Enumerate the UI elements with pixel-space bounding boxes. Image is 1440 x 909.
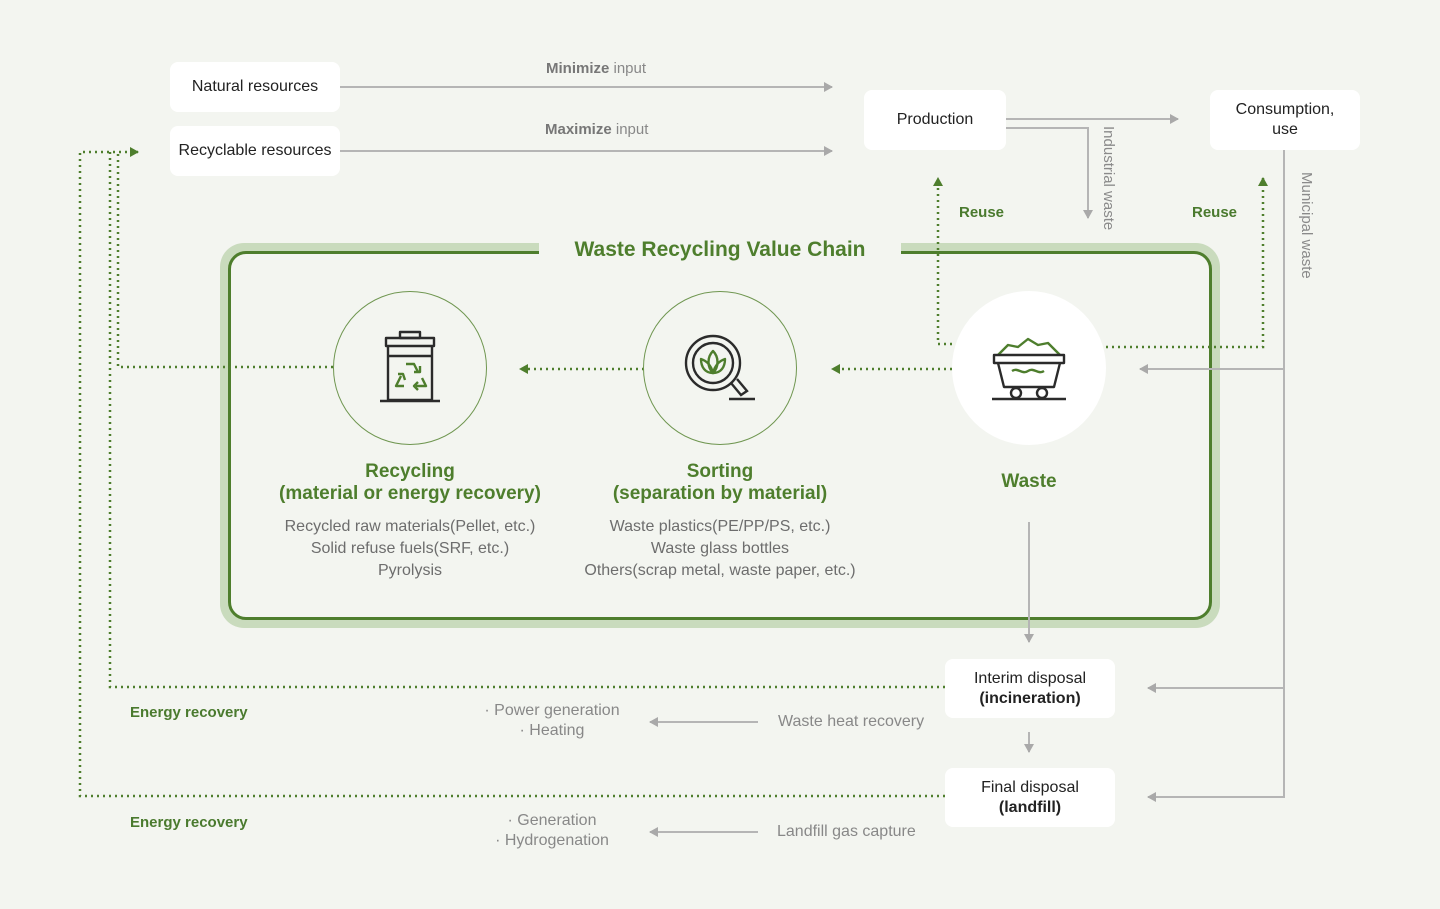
- maximize-input-label: Maximize input: [545, 121, 648, 138]
- recycle-bin-icon: [380, 330, 440, 403]
- interim-disposal-line2: (incineration): [979, 689, 1081, 707]
- sorting-title-line1: Sorting: [686, 461, 754, 482]
- minimize-input-label: Minimize input: [546, 60, 646, 77]
- sorting-item: Waste plastics(PE/PP/PS, etc.): [609, 518, 831, 535]
- gas-use-item: · Hydrogenation: [495, 832, 609, 849]
- recyclable-resources-box: Recyclable resources: [170, 126, 340, 176]
- interim-disposal-line1: Interim disposal: [973, 669, 1087, 687]
- maximize-input-suffix: input: [611, 121, 649, 138]
- interim-disposal-box: Interim disposal (incineration): [945, 659, 1115, 718]
- heat-use-item: · Heating: [519, 722, 585, 739]
- municipal-waste-label: Municipal waste: [1298, 172, 1315, 279]
- heat-uses: · Power generation · Heating: [470, 701, 634, 741]
- production-label: Production: [896, 111, 974, 128]
- natural-resources-box: Natural resources: [170, 62, 340, 112]
- waste-circle: [952, 291, 1106, 445]
- recycling-items: Recycled raw materials(Pellet, etc.) Sol…: [260, 516, 560, 582]
- sorting-title: Sorting (separation by material): [570, 461, 870, 505]
- reuse-to-consumption-arrow: [1106, 177, 1268, 349]
- municipal-waste-to-interim-arrow: [1147, 369, 1285, 693]
- recycling-title: Recycling (material or energy recovery): [260, 461, 560, 505]
- consumption-line1: Consumption,: [1235, 101, 1335, 118]
- magnifier-leaf-icon: [684, 334, 755, 401]
- final-disposal-line2: (landfill): [998, 798, 1062, 816]
- final-energy-recovery-line: [78, 147, 945, 798]
- production-box: Production: [864, 90, 1006, 150]
- recyclable-resources-label: Recyclable resources: [178, 142, 332, 159]
- waste-cart-icon: [992, 337, 1066, 401]
- sorting-circle: [643, 291, 797, 445]
- recycling-circle: [333, 291, 487, 445]
- reuse-left-label: Reuse: [959, 204, 1005, 221]
- reuse-right-label: Reuse: [1192, 204, 1238, 221]
- heat-use-item: · Power generation: [484, 702, 620, 719]
- value-chain-title: Waste Recycling Value Chain: [574, 238, 866, 261]
- recycling-to-recyclable-resources-line: [116, 152, 333, 369]
- final-disposal-box: Final disposal (landfill): [945, 768, 1115, 827]
- waste-heat-recovery-label: Waste heat recovery: [778, 713, 925, 730]
- sorting-title-line2: (separation by material): [612, 483, 828, 504]
- recycling-title-line2: (material or energy recovery): [279, 483, 541, 504]
- municipal-waste-to-final-arrow: [1147, 688, 1285, 802]
- landfill-gas-capture-label: Landfill gas capture: [777, 823, 916, 840]
- interim-energy-recovery-line: [108, 152, 945, 689]
- gas-use-item: · Generation: [507, 812, 597, 829]
- recycling-title-line1: Recycling: [365, 461, 455, 482]
- municipal-waste-to-waste-arrow: [1139, 150, 1285, 374]
- energy-recovery-label-1: Energy recovery: [130, 704, 248, 721]
- sorting-items: Waste plastics(PE/PP/PS, etc.) Waste gla…: [560, 516, 880, 582]
- reuse-to-production-arrow: [933, 177, 952, 346]
- minimize-input-suffix: input: [609, 60, 647, 77]
- final-disposal-line1: Final disposal: [981, 778, 1079, 796]
- sorting-item: Waste glass bottles: [650, 540, 790, 557]
- natural-resources-label: Natural resources: [191, 78, 319, 95]
- recycling-item: Pyrolysis: [377, 562, 442, 579]
- industrial-waste-label: Industrial waste: [1100, 126, 1117, 231]
- consumption-line2: use: [1272, 121, 1298, 138]
- maximize-word: Maximize: [545, 121, 612, 138]
- energy-recovery-label-2: Energy recovery: [130, 814, 248, 831]
- sorting-item: Others(scrap metal, waste paper, etc.): [584, 562, 856, 579]
- industrial-waste-arrow: [1006, 127, 1093, 219]
- value-chain-title-gap: [539, 238, 901, 260]
- minimize-word: Minimize: [546, 60, 610, 77]
- waste-title: Waste: [1001, 471, 1057, 492]
- recycling-item: Solid refuse fuels(SRF, etc.): [310, 540, 510, 557]
- recycling-item: Recycled raw materials(Pellet, etc.): [284, 518, 536, 535]
- consumption-box: Consumption, use: [1210, 90, 1360, 150]
- gas-uses: · Generation · Hydrogenation: [470, 811, 634, 851]
